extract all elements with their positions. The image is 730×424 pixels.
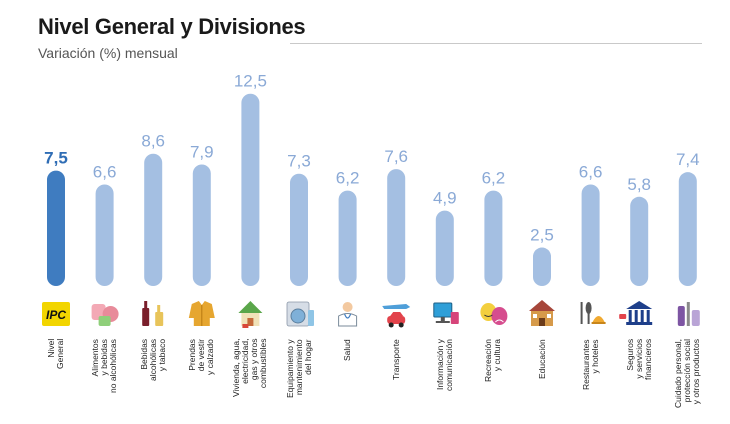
category-label-11: Restaurantes y hoteles — [580, 339, 600, 390]
value-label-1: 6,6 — [93, 162, 117, 181]
category-label-10: Educación — [536, 339, 547, 379]
bar-0 — [47, 170, 65, 286]
category-label-7: Transporte — [390, 339, 401, 380]
category-label-6: Salud — [342, 339, 353, 361]
bar-4 — [241, 93, 260, 286]
value-label-10: 2,5 — [530, 226, 554, 245]
theater-masks-icon — [480, 303, 508, 325]
title-divider — [290, 43, 702, 44]
category-label-9: Recreación y cultura — [483, 339, 503, 382]
doctor-icon — [338, 302, 358, 327]
personal-care-icon — [677, 302, 700, 326]
category-label-3: Prendas de vestir y calzado — [187, 339, 216, 375]
bar-5 — [290, 173, 308, 286]
bar-7 — [387, 169, 406, 286]
value-label-8: 4,9 — [433, 189, 457, 208]
bank-icon — [619, 301, 653, 325]
value-label-4: 12,5 — [234, 72, 267, 91]
bar-12 — [630, 196, 649, 286]
chart-title: Nivel General y Divisiones — [38, 14, 306, 39]
ipc-logo-icon: IPC — [42, 302, 70, 326]
category-label-12: Seguros y servicios financieros — [624, 338, 653, 380]
jacket-icon — [188, 301, 215, 326]
bar-13 — [678, 172, 697, 286]
value-label-9: 6,2 — [482, 169, 506, 188]
value-label-7: 7,6 — [384, 147, 408, 166]
bar-2 — [144, 153, 163, 286]
value-label-0: 7,5 — [44, 149, 68, 168]
value-label-13: 7,4 — [676, 150, 700, 169]
category-label-0: Nivel General — [46, 338, 65, 369]
category-label-2: Bebidas alcohólicas y tabaco — [138, 338, 167, 381]
bar-3 — [192, 164, 211, 286]
school-icon — [529, 300, 555, 326]
value-label-2: 8,6 — [141, 132, 165, 151]
value-label-11: 6,6 — [579, 162, 603, 181]
computer-icon — [433, 302, 459, 324]
category-label-13: Cuidado personal, protección social y otro… — [673, 339, 702, 408]
value-label-3: 7,9 — [190, 142, 214, 161]
value-label-5: 7,3 — [287, 152, 311, 171]
washing-machine-icon — [286, 301, 314, 327]
chart-subtitle: Variación (%) mensual — [38, 45, 178, 61]
bar-8 — [435, 210, 454, 286]
house-icon — [238, 301, 263, 328]
category-label-4: Vivienda, agua, electricidad, gas y otros c… — [231, 338, 269, 397]
value-label-12: 5,8 — [627, 175, 651, 194]
cutlery-icon — [580, 302, 606, 324]
food-icon — [91, 304, 119, 326]
category-label-1: Alimentos y bebidas no alcohólicas — [90, 339, 119, 393]
category-label-8: Información y comunicación — [434, 339, 454, 391]
value-label-6: 6,2 — [336, 169, 360, 188]
svg-text:IPC: IPC — [46, 308, 66, 322]
bar-6 — [338, 190, 357, 286]
car-plane-icon — [382, 304, 411, 328]
bar-9 — [484, 190, 503, 286]
bottles-icon — [142, 301, 164, 326]
bar-10 — [533, 247, 551, 286]
bar-11 — [581, 184, 600, 286]
category-label-5: Equipamiento y mantenimiento del hogar — [284, 339, 313, 398]
bar-1 — [95, 184, 114, 286]
